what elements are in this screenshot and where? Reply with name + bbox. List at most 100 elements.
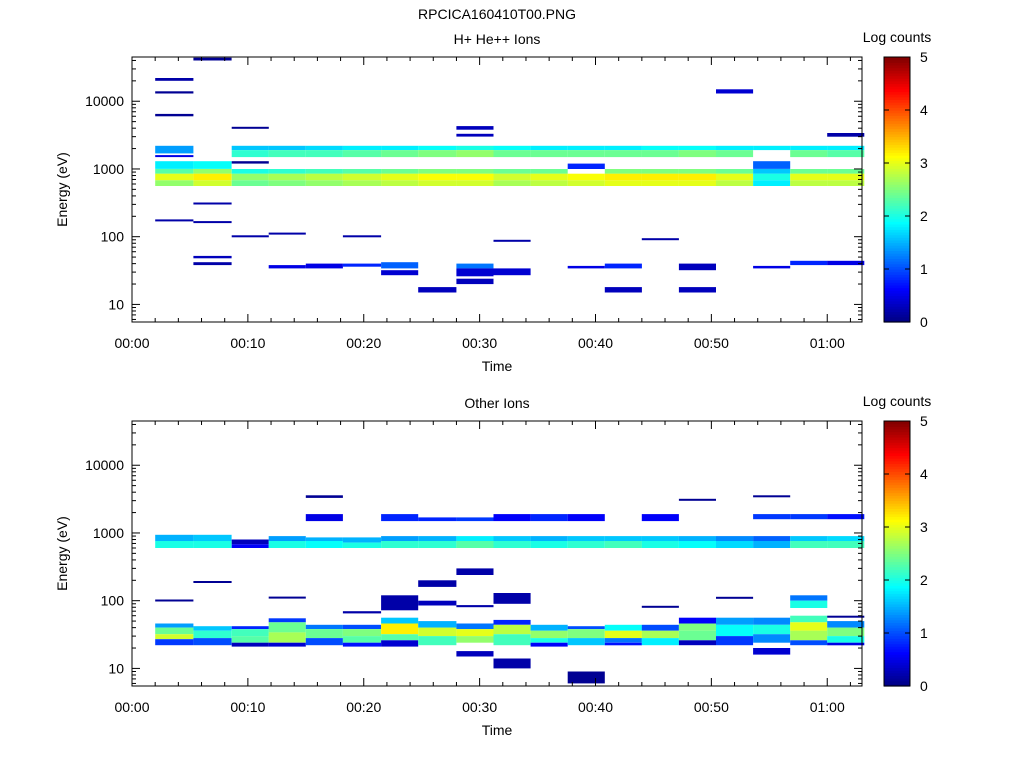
- colorbar-segment: [884, 667, 910, 671]
- heatmap-cell: [716, 180, 754, 186]
- colorbar-segment: [884, 434, 910, 438]
- heatmap-cell: [530, 145, 568, 151]
- heatmap-cell: [493, 173, 531, 181]
- colorbar-tick-label: 2: [920, 572, 928, 588]
- colorbar-segment: [884, 572, 910, 576]
- colorbar-segment: [884, 569, 910, 573]
- heatmap-cell: [342, 173, 382, 181]
- y-tick-label: 1000: [93, 161, 124, 177]
- colorbar-tick-label: 5: [920, 413, 928, 429]
- heatmap-cell: [753, 514, 791, 520]
- heatmap-cell: [790, 173, 828, 181]
- heatmap-cell: [530, 150, 568, 158]
- heatmap-cell: [827, 514, 865, 520]
- heatmap-cell: [305, 624, 343, 630]
- heatmap-cell: [155, 155, 194, 158]
- colorbar-segment: [884, 120, 910, 124]
- heatmap-cell: [155, 599, 194, 602]
- heatmap-cell: [604, 541, 642, 548]
- x-tick-label: 00:50: [694, 699, 729, 715]
- heatmap-cell: [567, 541, 605, 548]
- colorbar-segment: [884, 59, 910, 63]
- heatmap-cell: [193, 638, 232, 646]
- colorbar-segment: [884, 173, 910, 177]
- heatmap-cell: [456, 180, 494, 186]
- heatmap-cell: [342, 542, 382, 548]
- colorbar-segment: [884, 508, 910, 512]
- colorbar-segment: [884, 566, 910, 570]
- heatmap-cell: [456, 651, 494, 657]
- heatmap-cell: [604, 624, 642, 631]
- colorbar-segment: [884, 99, 910, 103]
- heatmap-cell: [456, 263, 494, 269]
- heatmap-cell: [231, 169, 269, 174]
- colorbar-segment: [884, 423, 910, 427]
- colorbar-segment: [884, 633, 910, 637]
- colorbar-segment: [884, 96, 910, 100]
- heatmap-cell: [604, 150, 642, 158]
- colorbar-segment: [884, 625, 910, 629]
- colorbar-segment: [884, 91, 910, 95]
- x-tick-label: 00:20: [346, 699, 381, 715]
- heatmap-cell: [567, 265, 605, 269]
- heatmap-cell: [678, 169, 716, 174]
- heatmap-cell: [790, 150, 828, 158]
- heatmap-cell: [604, 145, 642, 151]
- panel-title: H+ He++ Ions: [454, 31, 541, 47]
- colorbar-label: Log counts: [863, 29, 932, 45]
- heatmap-cell: [716, 169, 754, 174]
- heatmap-cell: [790, 622, 828, 631]
- heatmap-cell: [678, 623, 716, 631]
- colorbar-segment: [884, 110, 910, 114]
- colorbar-segment: [884, 165, 910, 169]
- colorbar-segment: [884, 316, 910, 320]
- heatmap-cell: [641, 238, 679, 241]
- heatmap-cell: [418, 180, 457, 186]
- heatmap-cell: [530, 180, 568, 186]
- x-axis-label: Time: [482, 358, 513, 374]
- colorbar-segment: [884, 149, 910, 153]
- heatmap-cell: [604, 536, 642, 542]
- x-tick-label: 00:10: [230, 699, 265, 715]
- colorbar-segment: [884, 481, 910, 486]
- heatmap-cell: [753, 617, 791, 625]
- heatmap-cell: [342, 611, 382, 614]
- colorbar-segment: [884, 548, 910, 552]
- colorbar-segment: [884, 290, 910, 294]
- colorbar-segment: [884, 213, 910, 217]
- colorbar-segment: [884, 123, 910, 127]
- heatmap-cell: [827, 180, 865, 186]
- colorbar-segment: [884, 635, 910, 639]
- colorbar-segment: [884, 208, 910, 212]
- colorbar-segment: [884, 561, 910, 565]
- colorbar-segment: [884, 574, 910, 578]
- heatmap-cell: [827, 150, 865, 158]
- colorbar-segment: [884, 295, 910, 299]
- colorbar-segment: [884, 112, 910, 116]
- colorbar-segment: [884, 314, 910, 318]
- colorbar-tick-label: 4: [920, 466, 928, 482]
- heatmap-cell: [530, 630, 568, 639]
- colorbar-tick-label: 1: [920, 261, 928, 277]
- figure-title: RPCICA160410T00.PNG: [418, 6, 576, 22]
- colorbar-segment: [884, 178, 910, 183]
- heatmap-cell: [342, 263, 382, 267]
- heatmap-cell: [456, 268, 494, 277]
- colorbar-segment: [884, 152, 910, 156]
- colorbar-segment: [884, 319, 910, 323]
- colorbar-segment: [884, 67, 910, 71]
- x-tick-label: 00:30: [462, 699, 497, 715]
- colorbar-segment: [884, 144, 910, 148]
- colorbar-segment: [884, 487, 910, 491]
- colorbar-segment: [884, 532, 910, 536]
- heatmap-cell: [716, 89, 754, 94]
- colorbar-segment: [884, 176, 910, 180]
- heatmap-cell: [155, 169, 194, 174]
- colorbar-segment: [884, 476, 910, 480]
- heatmap-cell: [753, 541, 791, 548]
- heatmap-cell: [790, 600, 828, 608]
- colorbar-segment: [884, 200, 910, 204]
- colorbar-segment: [884, 80, 910, 85]
- y-tick-label: 1000: [93, 525, 124, 541]
